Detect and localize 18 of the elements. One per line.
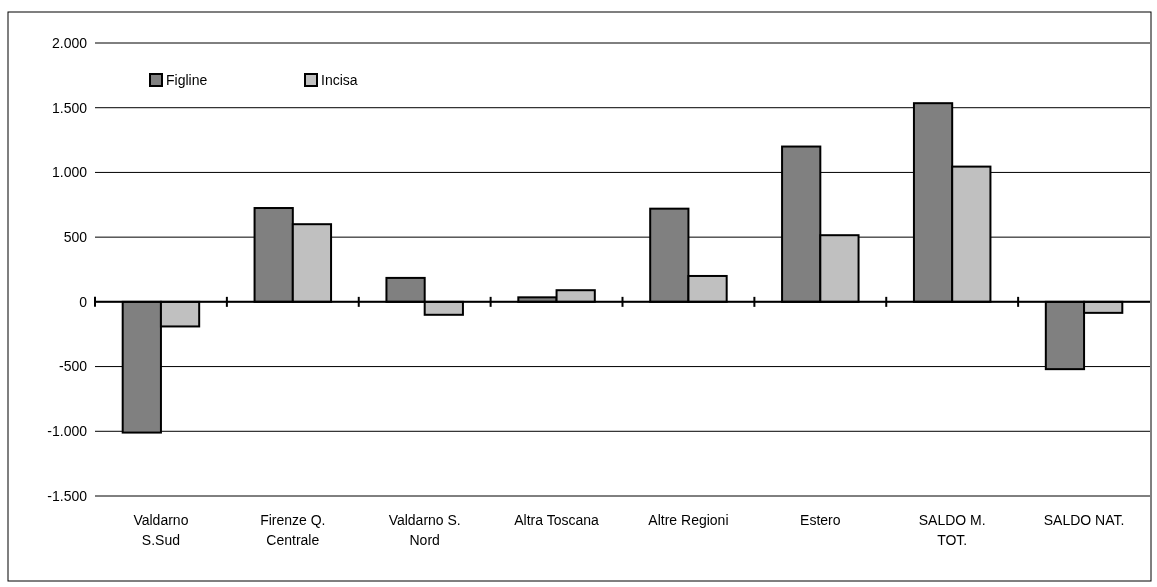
legend-label: Incisa [321,71,358,88]
x-tick-label: Estero [800,512,841,528]
x-tick-label: Firenze Q. Centrale [260,512,326,548]
y-tick-label: 0 [79,293,88,310]
y-tick-label: -500 [58,358,88,375]
x-tick-label: SALDO M. TOT. [918,512,986,548]
x-tick-label: Altre Regioni [648,512,729,528]
y-tick-label: -1.000 [47,423,88,440]
x-tick-label: Valdarno S. Nord [388,512,461,548]
y-tick-label: 1.500 [51,99,88,116]
legend-label: Figline [166,71,208,88]
y-tick-label: 500 [63,229,88,246]
y-tick-label: 1.000 [51,164,88,181]
y-tick-label: 2.000 [51,34,88,51]
x-tick-label: SALDO NAT. [1043,512,1125,528]
x-tick-label: Valdarno S.Sud [133,512,189,548]
y-tick-label: -1.500 [47,487,88,504]
x-tick-label: Altra Toscana [514,512,600,528]
